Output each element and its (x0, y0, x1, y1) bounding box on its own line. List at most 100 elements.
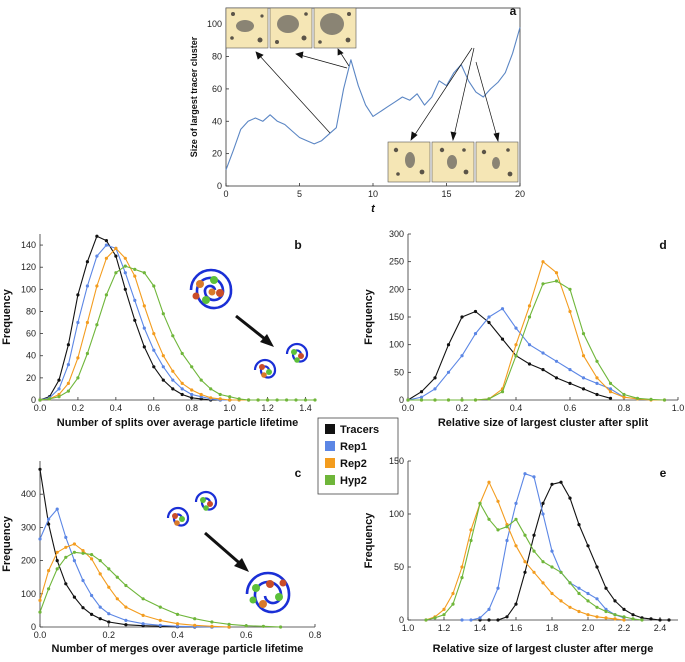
panel-c-series-hyp2-point (107, 567, 111, 571)
panel-e-series-tracers-line (480, 481, 669, 621)
panel-c-ylabel: Frequency (1, 515, 13, 572)
panel-c-ytick-label: 200 (21, 556, 36, 566)
panel-b-series-rep2-point (199, 392, 203, 397)
panel-b-xtick-label: 1.0 (223, 403, 236, 413)
panel-c-series-rep1-point (107, 612, 111, 616)
panel-c-series-rep2-point (47, 569, 51, 573)
panel-d-xtick-label: 0.0 (402, 403, 415, 413)
panel-d-ylabel: Frequency (363, 288, 375, 345)
panel-d-series-rep1-point (554, 359, 559, 363)
panel-e-ytick-label: 100 (389, 509, 404, 519)
panel-e-series-rep2-point (622, 618, 626, 622)
panel-b-xtick-label: 1.4 (299, 403, 312, 413)
panel-b-ytick-label: 80 (26, 306, 36, 316)
panel-b-series-rep2-point (209, 396, 213, 400)
spiral-small-c1 (166, 506, 190, 527)
panel-e-series-hyp2-point (469, 538, 473, 543)
panel-d-series-hyp2-point (622, 392, 626, 397)
panel-e-series-tracers-point (568, 496, 572, 500)
panel-c-series-hyp2-point (193, 617, 197, 621)
panel-e-series-tracers-point (613, 599, 617, 603)
spiral-large-b (189, 268, 233, 310)
panel-b-series-hyp2-point (285, 398, 289, 402)
panel-b-series-rep1-point (190, 392, 194, 397)
panel-e-series-rep2-point (496, 499, 500, 503)
panel-c-ytick-label: 0 (31, 622, 36, 632)
panel-e-ytick-label: 0 (399, 615, 404, 625)
panel-e-series-rep1-point (496, 586, 500, 590)
snapshot-2 (269, 7, 313, 49)
panel-c-series-rep1-point (98, 605, 102, 609)
panel-b-series-rep2-point (95, 284, 99, 288)
panel-d-series-tracers-point (500, 337, 505, 341)
panel-b-series-hyp2-point (199, 378, 203, 382)
panel-d-series-tracers-point (608, 396, 613, 400)
panel-b-xtick-label: 0.2 (72, 403, 85, 413)
panel-c-series-hyp2-point (64, 555, 68, 559)
panel-d-series-tracers-point (419, 390, 424, 394)
panel-d-series-rep1-point (608, 387, 613, 391)
panel-a-ytick-label: 0 (217, 181, 222, 191)
panel-a-ytick-label: 60 (212, 84, 222, 94)
panel-e-series-rep2-point (577, 609, 581, 614)
panel-b-series-hyp2-point (142, 271, 146, 275)
panel-c-series-rep2-point (38, 598, 42, 603)
panel-c-ytick-label: 400 (21, 489, 36, 499)
panel-d-series-rep2-point (514, 343, 518, 347)
panel-e-xtick-label: 1.6 (510, 623, 523, 633)
panel-c-series-tracers-point (72, 595, 76, 599)
panel-b-series-tracers-point (95, 234, 99, 238)
panel-b-series-rep2-line (39, 247, 268, 401)
panel-b-ytick-label: 100 (21, 284, 36, 294)
panel-e-series-tracers-point (586, 544, 590, 548)
panel-b-series-hyp2-point (180, 351, 184, 356)
panel-b-ytick-label: 140 (21, 240, 36, 250)
panel-b-series-rep1-point (95, 254, 99, 258)
panel-e-series-rep2-point (613, 617, 617, 621)
panel-d-series-tracers-point (581, 387, 586, 391)
panel-e-series-tracers-point (658, 618, 662, 622)
panel-e-series-tracers-point (559, 480, 563, 484)
panel-d-series-hyp2-point (608, 381, 613, 385)
spiral-illustration-merge (166, 490, 291, 614)
panel-c-ytick-label: 100 (21, 589, 36, 599)
panel-d-series-hyp2-point (541, 282, 545, 286)
panel-b-series-tracers-point (171, 387, 175, 391)
panel-b-series-rep1-point (123, 271, 127, 275)
panel-c-series-hyp2-line (39, 551, 281, 628)
legend-swatch-rep2 (325, 458, 335, 468)
spiral-small-b2 (285, 342, 309, 363)
panel-c-series-rep2-point (193, 623, 197, 627)
panel-d-series-tracers-point (541, 368, 545, 372)
panel-c-series-rep2-point (98, 572, 102, 576)
panel-e-series-hyp2-point (613, 613, 617, 617)
panel-a-label: a (510, 4, 517, 18)
panel-c-series-hyp2-point (55, 567, 59, 571)
panel-d-series-tracers-point (487, 320, 491, 325)
panel-c-series-hyp2-point (261, 624, 265, 628)
panel-e-series-rep1-point (460, 618, 464, 622)
panel-b-series-hyp2-point (114, 271, 118, 275)
panel-d-series-rep1-point (473, 332, 478, 336)
panel-e-series-hyp2-point (424, 618, 428, 622)
panel-b-series-rep1-point (85, 284, 89, 288)
panel-b-series-rep2-point (57, 392, 61, 397)
panel-e-series-hyp2-point (640, 618, 644, 622)
spiral-illustration-split (189, 268, 309, 379)
panel-b-series-rep2-point (76, 356, 80, 360)
panel-e-series-rep2-point (559, 599, 563, 603)
panel-b-series-tracers-point (190, 396, 194, 400)
panel-e-series-rep1-point (478, 616, 482, 620)
panel-c-series-hyp2-point (227, 622, 231, 626)
panel-e-xtick-label: 1.0 (402, 623, 415, 633)
panel-b-xtick-label: 0.4 (110, 403, 123, 413)
spiral-small-b1 (253, 358, 277, 379)
panel-c-series-rep2-point (55, 550, 59, 554)
panel-c-series-tracers-point (64, 582, 68, 586)
panel-c-series-hyp2-point (141, 597, 145, 601)
panel-b-series-rep2-point (190, 388, 194, 392)
panel-e-series-tracers-point (532, 533, 536, 537)
panel-c-series-rep2-point (124, 605, 128, 609)
panel-a-ytick-label: 40 (212, 116, 222, 126)
panel-d-xlabel: Relative size of largest cluster after s… (438, 417, 649, 429)
